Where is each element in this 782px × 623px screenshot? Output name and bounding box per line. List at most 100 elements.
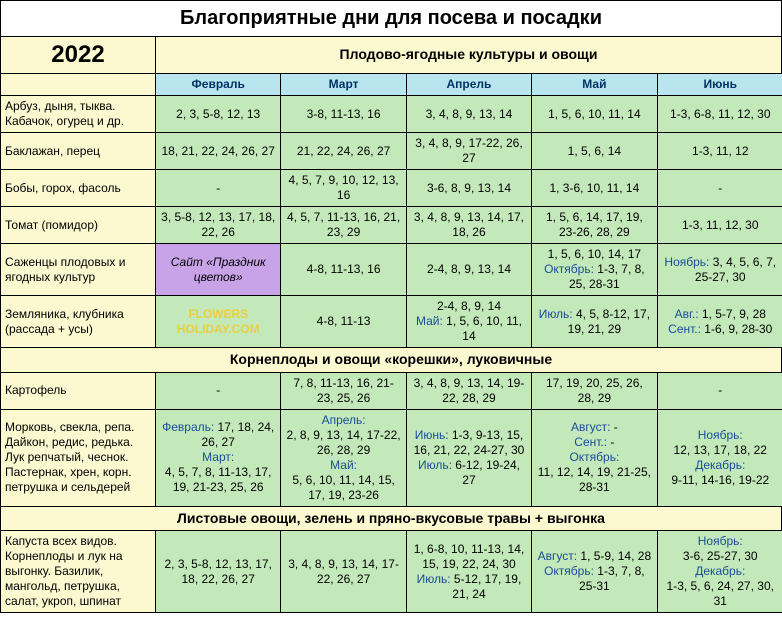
- value-text: 5-12, 17, 19, 21, 24: [451, 572, 522, 601]
- value-text: 1, 5, 6, 10, 14, 17: [548, 247, 641, 261]
- value-text: 4, 5, 7, 8, 11-13, 17, 19, 21-23, 25, 26: [165, 465, 272, 494]
- month-label: Июль:: [417, 572, 451, 586]
- section-1-header: Плодово-ягодные культуры и овощи: [156, 37, 781, 73]
- value-text: 2-4, 8, 9, 14: [437, 299, 501, 313]
- crop-label: Картофель: [1, 373, 156, 409]
- crop-value: 1-3, 6-8, 11, 12, 30: [658, 96, 782, 132]
- crop-value: 4-8, 11-13: [281, 296, 406, 347]
- crop-value: 4-8, 11-13, 16: [281, 244, 406, 295]
- crop-label: Капуста всех видов. Корнеплоды и лук на …: [1, 531, 156, 612]
- value-text: 1, 5-7, 9, 28: [699, 307, 766, 321]
- crop-label: Томат (помидор): [1, 207, 156, 243]
- crop-value: 1, 3-6, 10, 11, 14: [532, 170, 657, 206]
- crop-value: -: [156, 373, 281, 409]
- section-3-header: Листовые овощи, зелень и пряно-вкусовые …: [1, 507, 781, 531]
- month-label: Октябрь:: [569, 450, 619, 464]
- crop-value: -: [156, 170, 281, 206]
- value-text: 4, 5, 8-12, 17, 19, 21, 29: [568, 307, 650, 336]
- month-label: Авг.:: [675, 307, 699, 321]
- crop-label: Саженцы плодовых и ягодных культур: [1, 244, 156, 295]
- month-feb: Февраль: [156, 74, 281, 95]
- crop-label: Морковь, свекла, репа. Дайкон, редис, ре…: [1, 410, 156, 506]
- crop-value: Август: - Сент.: - Октябрь: 11, 12, 14, …: [532, 410, 657, 506]
- month-label: Ноябрь:: [664, 255, 709, 269]
- month-label: Октябрь:: [544, 262, 594, 276]
- value-text: 11, 12, 14, 19, 21-25, 28-31: [538, 465, 651, 494]
- crop-value: 1, 5, 6, 10, 11, 14: [532, 96, 657, 132]
- crop-value: 4, 5, 7, 11-13, 16, 21, 23, 29: [281, 207, 406, 243]
- month-label: Июль:: [418, 458, 452, 472]
- crop-value: Февраль: 17, 18, 24, 26, 27 Март: 4, 5, …: [156, 410, 281, 506]
- month-label: Сент.:: [668, 322, 701, 336]
- crop-value: 4, 5, 7, 9, 10, 12, 13, 16: [281, 170, 406, 206]
- section-2-header: Корнеплоды и овощи «корешки», луковичные: [1, 348, 781, 372]
- month-label: Февраль:: [162, 420, 214, 434]
- crop-value: 17, 19, 20, 25, 26, 28, 29: [532, 373, 657, 409]
- crop-row-carrot: Морковь, свекла, репа. Дайкон, редис, ре…: [1, 410, 781, 507]
- crop-row-potato: Картофель - 7, 8, 11-13, 16, 21-23, 25, …: [1, 373, 781, 410]
- value-text: 12, 13, 17, 18, 22: [674, 443, 767, 457]
- crop-row: Бобы, горох, фасоль - 4, 5, 7, 9, 10, 12…: [1, 170, 781, 207]
- crop-value: 3, 4, 8, 9, 13, 14: [407, 96, 532, 132]
- crop-value: -: [658, 373, 782, 409]
- month-label: Май:: [330, 458, 357, 472]
- crop-value: 7, 8, 11-13, 16, 21-23, 25, 26: [281, 373, 406, 409]
- main-title: Благоприятные дни для посева и посадки: [1, 1, 781, 37]
- month-label: Апрель:: [322, 413, 366, 427]
- crop-value: 2-4, 8, 9, 13, 14: [407, 244, 532, 295]
- crop-value: 1, 5, 6, 10, 14, 17 Октябрь: 1-3, 7, 8, …: [532, 244, 657, 295]
- crop-value: 1, 6-8, 10, 11-13, 14, 15, 19, 22, 24, 3…: [407, 531, 532, 612]
- crop-row-sapling: Саженцы плодовых и ягодных культур Сайт …: [1, 244, 781, 296]
- month-label: Декабрь:: [695, 458, 745, 472]
- crop-row: Томат (помидор) 3, 5-8, 12, 13, 17, 18, …: [1, 207, 781, 244]
- watermark-cell: Сайт «Праздник цветов»: [156, 244, 281, 295]
- crop-value: 2, 3, 5-8, 12, 13: [156, 96, 281, 132]
- crop-value: 3, 5-8, 12, 13, 17, 18, 22, 26: [156, 207, 281, 243]
- crop-value: 2-4, 8, 9, 14 Май: 1, 5, 6, 10, 11, 14: [407, 296, 532, 347]
- section-3-row: Листовые овощи, зелень и пряно-вкусовые …: [1, 507, 781, 532]
- crop-value: 3, 4, 8, 9, 17-22, 26, 27: [407, 133, 532, 169]
- year-cell: 2022: [1, 37, 156, 73]
- crop-value: 2, 3, 5-8, 12, 13, 17, 18, 22, 26, 27: [156, 531, 281, 612]
- value-text: 1, 5, 6, 10, 11, 14: [443, 314, 522, 343]
- month-apr: Апрель: [407, 74, 532, 95]
- month-label: Сент.:: [574, 435, 607, 449]
- crop-value: -: [658, 170, 782, 206]
- crop-value: 1-3, 11, 12, 30: [658, 207, 782, 243]
- month-label: Июль:: [539, 307, 573, 321]
- crop-row-strawberry: Земляника, клубника (рассада + усы) FLOW…: [1, 296, 781, 348]
- crop-value: Авг.: 1, 5-7, 9, 28 Сент.: 1-6, 9, 28-30: [658, 296, 782, 347]
- crop-value: Ноябрь: 3, 4, 5, 6, 7, 25-27, 30: [658, 244, 782, 295]
- month-label: Июнь:: [415, 428, 449, 442]
- crop-value: 3-6, 8, 9, 13, 14: [407, 170, 532, 206]
- value-text: 1, 5-9, 14, 28: [577, 549, 651, 563]
- month-label: Август:: [571, 420, 610, 434]
- year-cell-cont: [1, 74, 156, 95]
- crop-value: Ноябрь: 12, 13, 17, 18, 22 Декабрь: 9-11…: [658, 410, 782, 506]
- crop-value: 21, 22, 24, 26, 27: [281, 133, 406, 169]
- month-mar: Март: [281, 74, 406, 95]
- month-jun: Июнь: [658, 74, 782, 95]
- crop-value: 18, 21, 22, 24, 26, 27: [156, 133, 281, 169]
- month-label: Март:: [202, 450, 234, 464]
- crop-value: 3, 4, 8, 9, 13, 14, 17-22, 26, 27: [281, 531, 406, 612]
- month-may: Май: [532, 74, 657, 95]
- value-text: 1, 6-8, 10, 11-13, 14, 15, 19, 22, 24, 3…: [414, 542, 525, 571]
- crop-label: Арбуз, дыня, тыква. Кабачок, огурец и др…: [1, 96, 156, 132]
- crop-value: Июль: 4, 5, 8-12, 17, 19, 21, 29: [532, 296, 657, 347]
- crop-value: 3, 4, 8, 9, 13, 14, 19-22, 28, 29: [407, 373, 532, 409]
- header-row-1: 2022 Плодово-ягодные культуры и овощи: [1, 37, 781, 74]
- crop-row: Арбуз, дыня, тыква. Кабачок, огурец и др…: [1, 96, 781, 133]
- crop-value: 1, 5, 6, 14, 17, 19, 23-26, 28, 29: [532, 207, 657, 243]
- month-header-row: Февраль Март Апрель Май Июнь: [1, 74, 781, 96]
- crop-value: Август: 1, 5-9, 14, 28 Октябрь: 1-3, 7, …: [532, 531, 657, 612]
- value-text: 5, 6, 10, 11, 14, 15, 17, 19, 23-26: [292, 473, 395, 502]
- crop-value: 1, 5, 6, 14: [532, 133, 657, 169]
- value-text: -: [607, 435, 614, 449]
- crop-value: 1-3, 11, 12: [658, 133, 782, 169]
- crop-label: Земляника, клубника (рассада + усы): [1, 296, 156, 347]
- calendar-table: Благоприятные дни для посева и посадки 2…: [0, 0, 782, 613]
- crop-value: Ноябрь: 3-6, 25-27, 30 Декабрь: 1-3, 5, …: [658, 531, 782, 612]
- section-2-row: Корнеплоды и овощи «корешки», луковичные: [1, 348, 781, 373]
- month-label: Октябрь:: [544, 564, 594, 578]
